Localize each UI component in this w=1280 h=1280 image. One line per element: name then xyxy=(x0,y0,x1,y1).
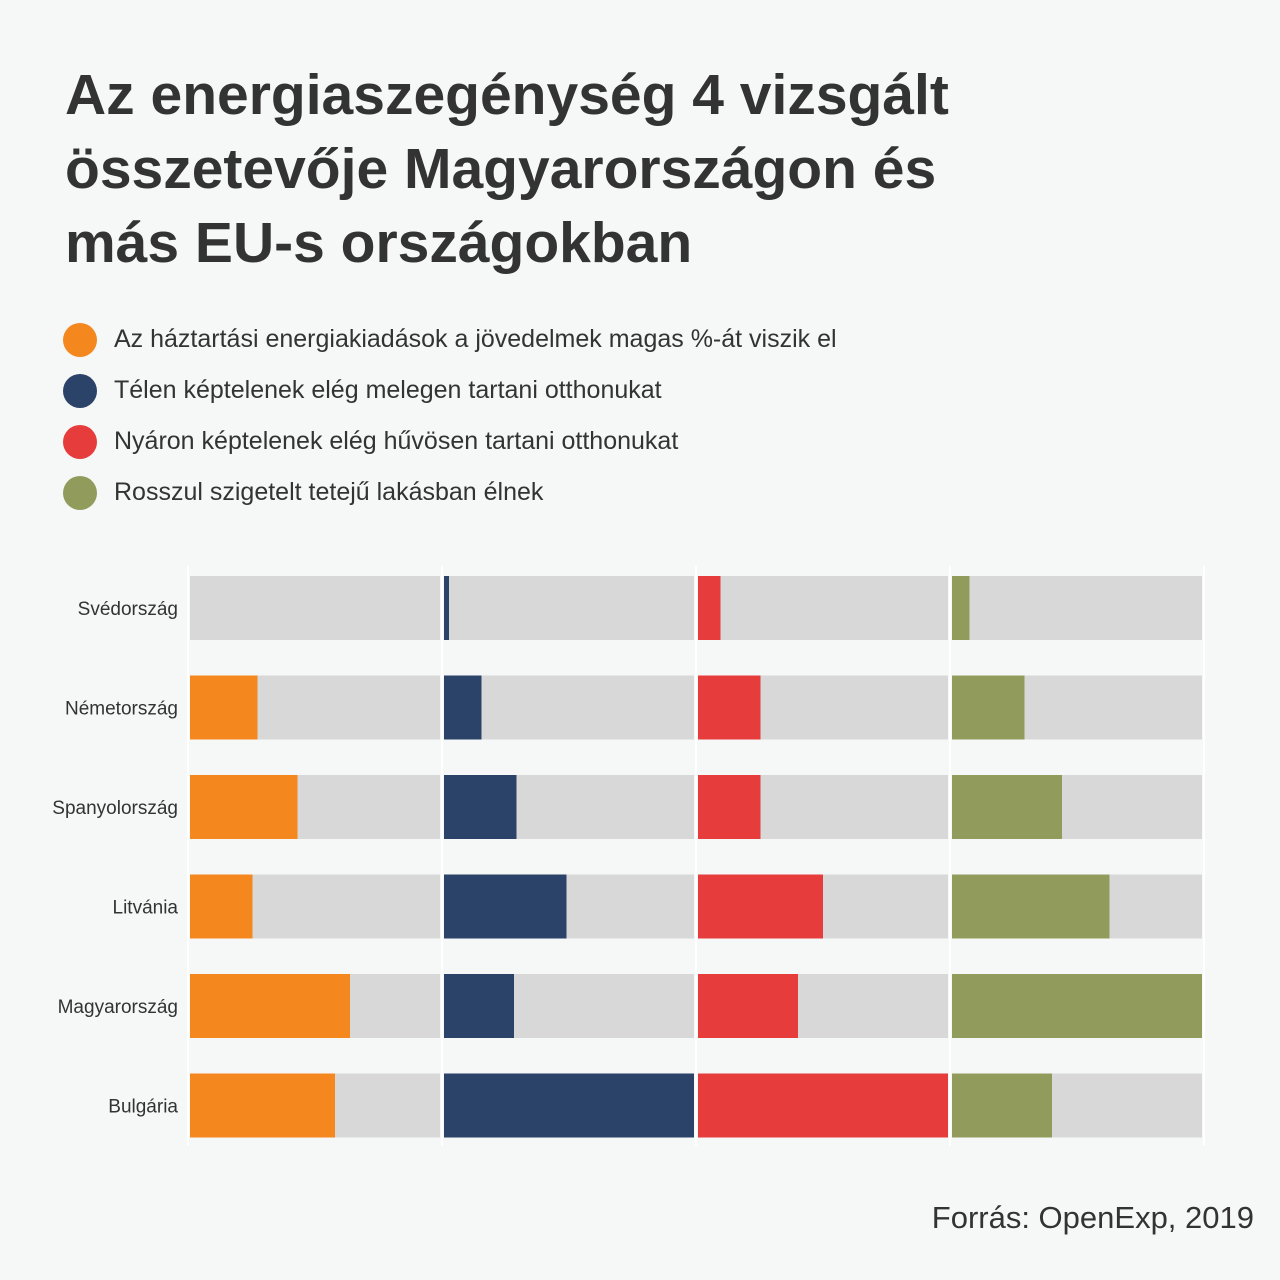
bar xyxy=(698,675,761,740)
bar xyxy=(698,775,761,839)
chart-title: Az energiaszegénység 4 vizsgált összetev… xyxy=(65,58,1145,280)
legend: Az háztartási energiakiadások a jövedelm… xyxy=(63,314,1163,518)
row-label: Litvánia xyxy=(113,898,179,919)
bar-chart: Svédország Németország Spanyolország Litván… xyxy=(52,566,1205,1146)
bar xyxy=(190,874,253,939)
chart-title-line: Az energiaszegénység 4 vizsgált xyxy=(65,63,949,127)
bar xyxy=(444,1073,694,1138)
bar xyxy=(952,1073,1052,1138)
legend-item-summer-cooling: Nyáron képtelenek elég hűvösen tartani o… xyxy=(63,416,1163,467)
bar xyxy=(952,576,970,640)
source-note: Forrás: OpenExp, 2019 xyxy=(931,1200,1254,1235)
bar-track xyxy=(444,675,694,740)
row-label: Magyarország xyxy=(58,997,178,1018)
legend-label: Az háztartási energiakiadások a jövedelm… xyxy=(114,325,837,353)
legend-label: Nyáron képtelenek elég hűvösen tartani o… xyxy=(114,427,679,455)
bar xyxy=(698,1073,948,1138)
bar xyxy=(698,874,823,939)
bar xyxy=(444,974,514,1038)
bar xyxy=(952,874,1110,939)
legend-item-energy-costs: Az háztartási energiakiadások a jövedelm… xyxy=(63,314,1163,365)
row-label: Bulgária xyxy=(108,1097,178,1118)
bar xyxy=(952,974,1202,1038)
row-label: Svédország xyxy=(78,599,178,620)
legend-item-winter-heating: Télen képtelenek elég melegen tartani ot… xyxy=(63,365,1163,416)
row-label: Németország xyxy=(65,699,178,720)
legend-item-poor-insulation: Rosszul szigetelt tetejű lakásban élnek xyxy=(63,467,1163,518)
bar xyxy=(698,974,798,1038)
bar xyxy=(444,576,449,640)
legend-swatch-navy xyxy=(63,373,97,408)
chart-title-line: összetevője Magyarországon és xyxy=(65,137,937,201)
bar xyxy=(190,974,350,1038)
bar xyxy=(190,775,298,839)
bar-track xyxy=(190,576,440,640)
bar xyxy=(444,874,567,939)
bar xyxy=(698,576,721,640)
legend-swatch-olive xyxy=(63,475,97,510)
bar-track xyxy=(698,576,948,640)
row-label: Spanyolország xyxy=(52,798,178,819)
bar xyxy=(444,775,517,839)
bar xyxy=(952,775,1062,839)
bar-track xyxy=(444,576,694,640)
legend-label: Télen képtelenek elég melegen tartani ot… xyxy=(114,376,662,404)
chart-title-line: más EU-s országokban xyxy=(65,211,693,275)
bar xyxy=(952,675,1025,740)
legend-swatch-orange xyxy=(63,322,97,357)
legend-swatch-red xyxy=(63,424,97,459)
bar xyxy=(444,675,482,740)
bar xyxy=(190,675,258,740)
legend-label: Rosszul szigetelt tetejű lakásban élnek xyxy=(114,478,544,506)
bar xyxy=(190,1073,335,1138)
bar-track xyxy=(952,576,1202,640)
